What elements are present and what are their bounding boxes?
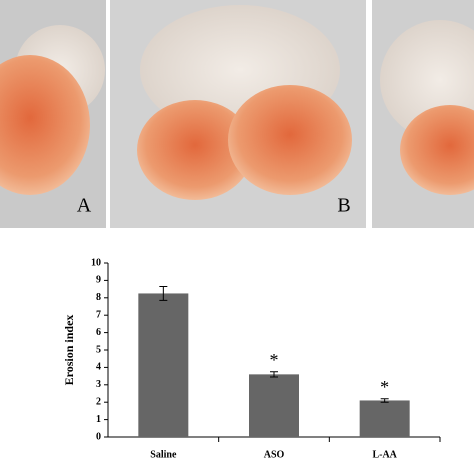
error-bar <box>270 371 278 378</box>
y-tick-label: 10 <box>91 257 101 268</box>
y-tick-label: 7 <box>96 309 101 320</box>
significance-mark: * <box>270 350 279 370</box>
y-tick-label: 9 <box>96 275 101 286</box>
y-tick-label: 2 <box>96 396 101 407</box>
y-tick-label: 1 <box>96 414 101 425</box>
x-tick-label: Saline <box>150 449 177 460</box>
photo-c <box>372 0 474 228</box>
y-tick-label: 4 <box>96 362 101 373</box>
y-tick-label: 8 <box>96 292 101 303</box>
bar <box>359 400 410 437</box>
panel-label: B <box>337 195 350 217</box>
bar <box>138 293 189 437</box>
photo-a <box>0 0 106 228</box>
panel-label: A <box>77 195 92 217</box>
significance-mark: * <box>380 377 389 397</box>
photo-b <box>110 0 366 228</box>
y-tick-label: 0 <box>96 431 101 442</box>
error-bar <box>380 398 389 403</box>
y-tick-label: 6 <box>96 327 101 338</box>
y-tick-label: 5 <box>96 344 101 355</box>
bar <box>249 374 299 437</box>
y-tick-label: 3 <box>96 379 101 390</box>
y-axis-label: Erosion index <box>62 315 76 386</box>
error-bar <box>159 285 168 301</box>
x-tick-label: L-AA <box>372 449 397 460</box>
x-tick-label: ASO <box>264 449 285 460</box>
